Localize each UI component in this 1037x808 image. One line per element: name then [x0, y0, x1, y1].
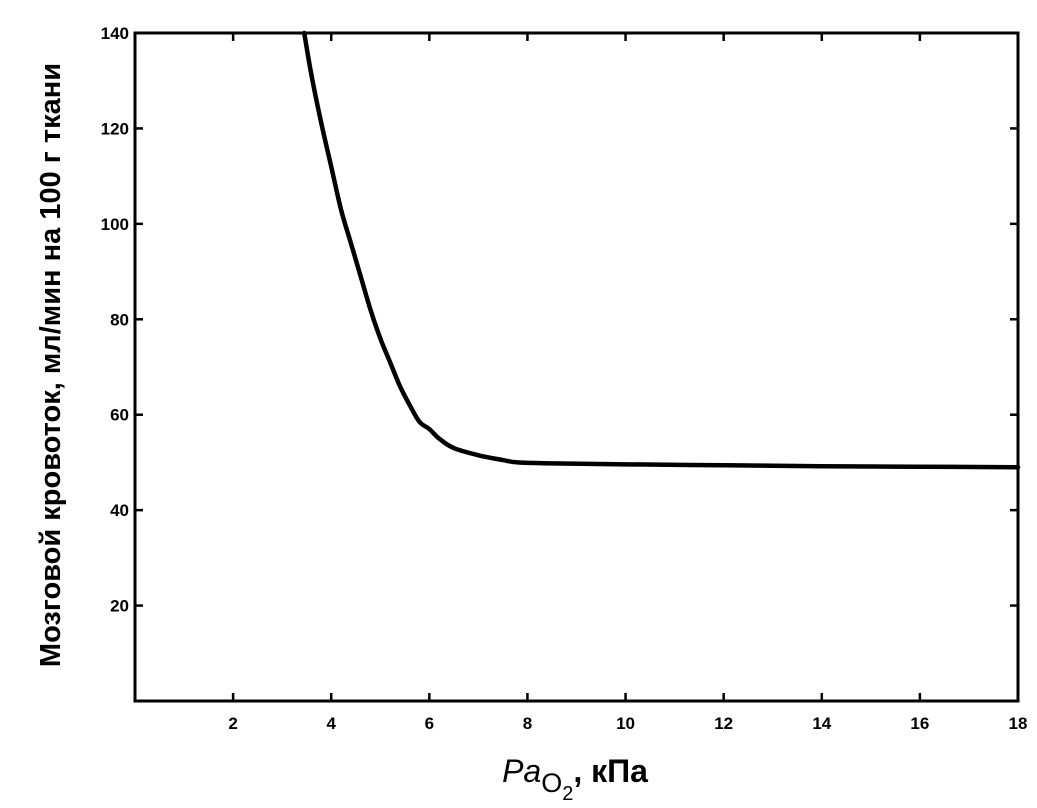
x-axis: 2 4 6 8 10 12 14 16 18 [228, 33, 1027, 733]
series-group [301, 30, 1021, 470]
x-tick-label: 2 [228, 714, 237, 733]
x-tick-label: 14 [812, 714, 831, 733]
x-tick-label: 10 [616, 714, 635, 733]
y-tick-label: 100 [101, 215, 129, 234]
y-tick-label: 40 [110, 501, 129, 520]
x-axis-title-subsub: 2 [562, 783, 573, 805]
y-axis: 20 40 60 80 100 120 140 [101, 24, 1018, 616]
x-tick-label: 18 [1009, 714, 1028, 733]
x-axis-title-main: Pa [502, 753, 541, 789]
y-axis-title: Мозговой кровоток, мл/мин на 100 г ткани [35, 63, 67, 667]
y-tick-label: 60 [110, 406, 129, 425]
x-tick-label: 4 [326, 714, 336, 733]
x-tick-label: 16 [910, 714, 929, 733]
series-line [301, 30, 1021, 470]
y-tick-label: 20 [110, 597, 129, 616]
x-axis-title: PaO2, кПа [502, 753, 648, 805]
plot-frame [133, 31, 1020, 703]
x-axis-title-unit: , кПа [573, 753, 648, 789]
x-tick-label: 12 [714, 714, 733, 733]
y-tick-label: 80 [110, 310, 129, 329]
x-tick-label: 6 [425, 714, 434, 733]
y-tick-label: 140 [101, 24, 129, 43]
x-axis-title-sub: O [541, 768, 562, 798]
x-tick-label: 8 [523, 714, 532, 733]
y-tick-label: 120 [101, 119, 129, 138]
plot-border [133, 31, 1020, 703]
